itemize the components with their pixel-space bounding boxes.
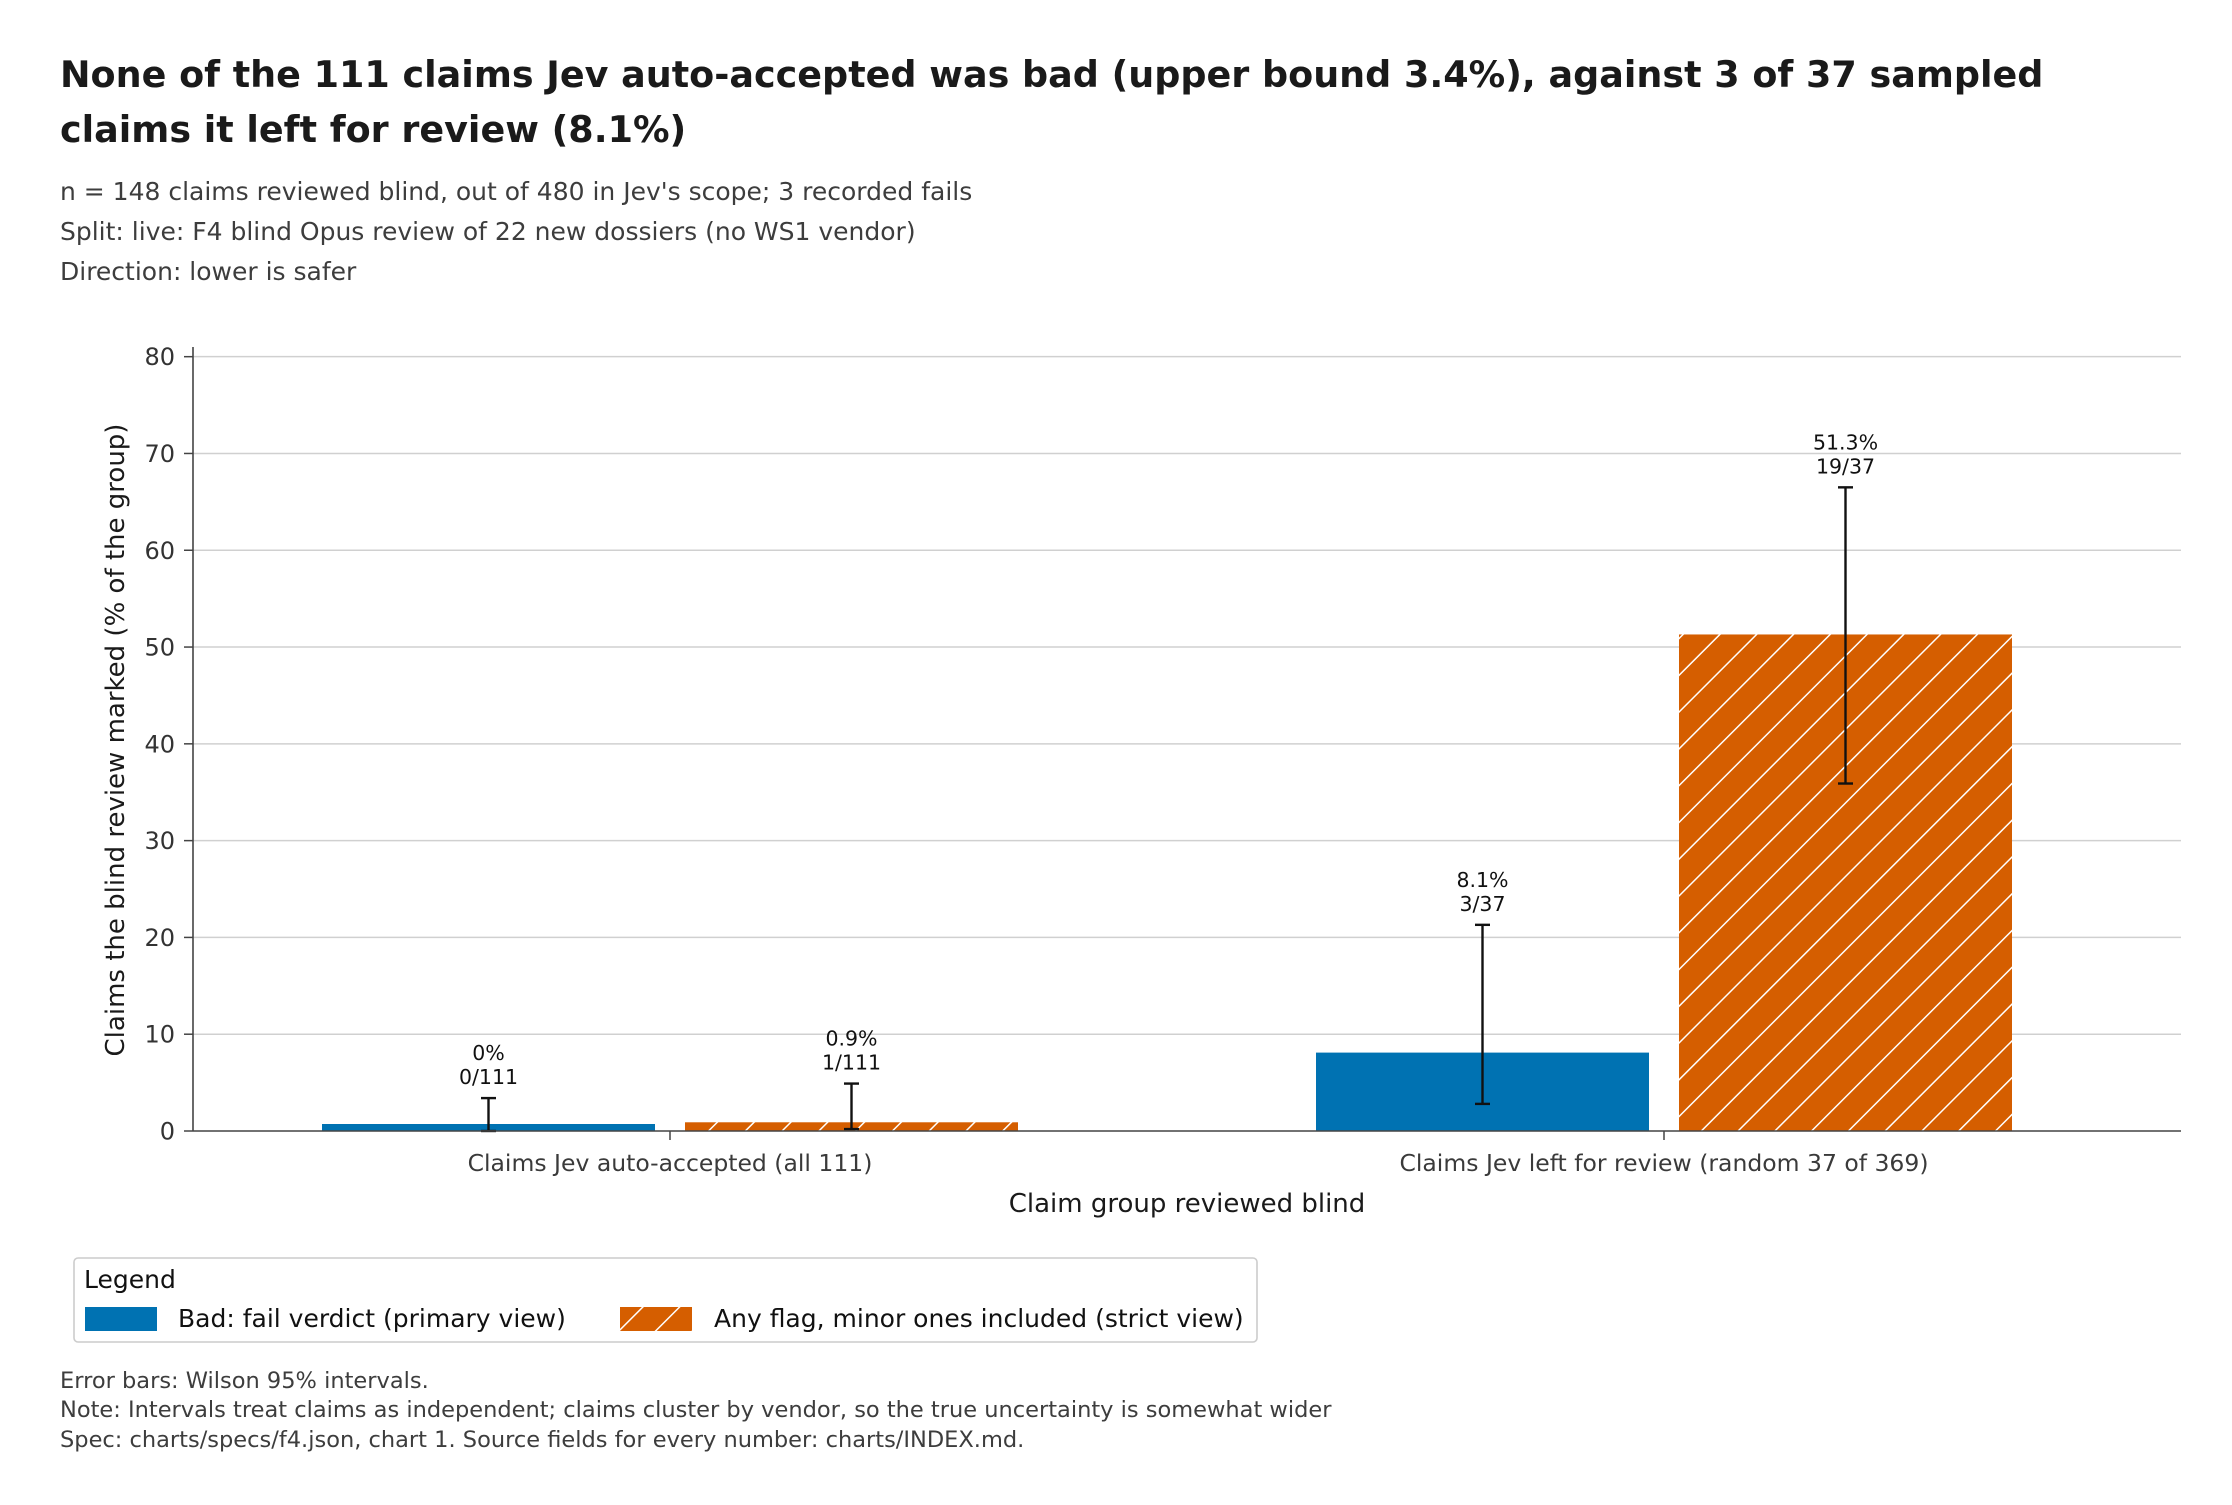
bar-label-percent-1-0: 0.9% — [825, 1027, 877, 1051]
legend-swatch-any-flag — [620, 1307, 692, 1331]
bar-label-count-1-1: 19/37 — [1816, 454, 1875, 478]
legend-frame — [73, 1257, 1258, 1343]
y-axis-ticks: 0 10 20 30 40 50 60 70 80 — [144, 343, 193, 1146]
bar-label-count-0-1: 3/37 — [1459, 892, 1505, 916]
chart-title-line-1: None of the 111 claims Jev auto-accepted… — [60, 53, 2043, 96]
chart-subtitle-line-2: Split: live: F4 blind Opus review of 22 … — [60, 217, 916, 246]
y-tick-label-50: 50 — [144, 634, 175, 662]
footer-note-independence: Note: Intervals treat claims as independ… — [60, 1397, 1332, 1423]
footer-note-spec: Spec: charts/specs/f4.json, chart 1. Sou… — [60, 1427, 1024, 1453]
y-tick-label-0: 0 — [160, 1118, 175, 1146]
chart-title-line-2: claims it left for review (8.1%) — [60, 108, 686, 151]
footer-note-error-bars: Error bars: Wilson 95% intervals. — [60, 1368, 429, 1394]
y-tick-label-10: 10 — [144, 1021, 175, 1049]
bar-label-percent-1-1: 51.3% — [1813, 430, 1878, 454]
y-tick-label-70: 70 — [144, 440, 175, 468]
legend-label-fail: Bad: fail verdict (primary view) — [178, 1304, 566, 1333]
y-tick-label-60: 60 — [144, 537, 175, 565]
y-axis-label: Claims the blind review marked (% of the… — [101, 424, 131, 1057]
x-tick-label-0: Claims Jev auto-accepted (all 111) — [468, 1149, 873, 1177]
legend: Legend Bad: fail verdict (primary view) … — [73, 1257, 1258, 1343]
chart-subtitle-line-1: n = 148 claims reviewed blind, out of 48… — [60, 177, 972, 206]
bars — [322, 634, 2012, 1131]
x-tick-label-1: Claims Jev left for review (random 37 of… — [1399, 1149, 1928, 1177]
gridlines — [193, 355, 2181, 1035]
y-tick-label-20: 20 — [144, 924, 175, 952]
error-bar-any-flag-1 — [1838, 486, 1853, 785]
legend-label-any-flag: Any flag, minor ones included (strict vi… — [714, 1304, 1244, 1333]
bar-label-count-1-0: 1/111 — [822, 1051, 881, 1075]
x-axis-label: Claim group reviewed blind — [1009, 1189, 1366, 1219]
bar-label-percent-0-1: 8.1% — [1456, 868, 1508, 892]
bar-label-count-0-0: 0/111 — [459, 1065, 518, 1089]
y-tick-label-30: 30 — [144, 827, 175, 855]
y-tick-label-80: 80 — [144, 343, 175, 371]
bar-label-percent-0-0: 0% — [472, 1041, 505, 1065]
legend-title: Legend — [84, 1265, 176, 1294]
y-tick-label-40: 40 — [144, 730, 175, 758]
chart-subtitle-line-3: Direction: lower is safer — [60, 257, 357, 286]
x-axis-ticks: Claims Jev auto-accepted (all 111) Claims… — [468, 1131, 1929, 1177]
error-bar-any-flag-0 — [844, 1082, 859, 1131]
legend-swatch-fail — [85, 1307, 157, 1331]
error-bar-fail-1 — [1475, 923, 1490, 1106]
